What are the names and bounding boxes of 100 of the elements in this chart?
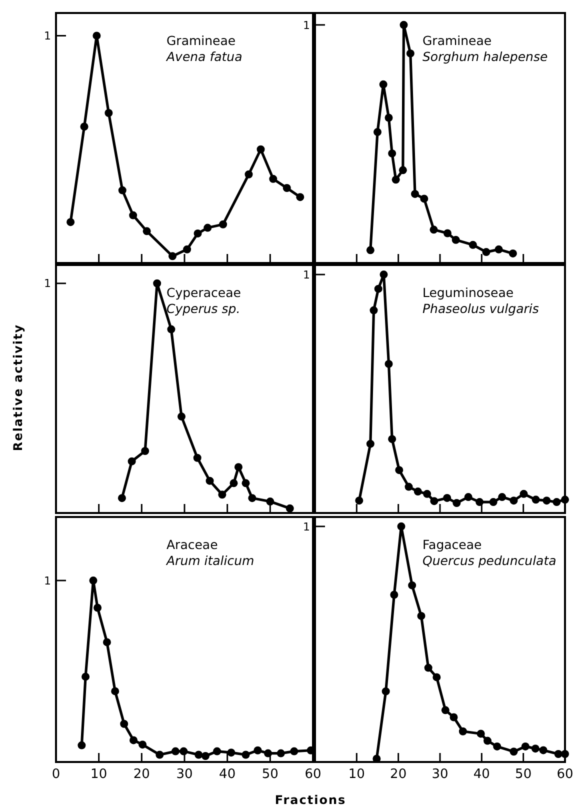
- point: [242, 750, 250, 759]
- point: [423, 490, 432, 498]
- point: [227, 748, 236, 757]
- point: [118, 494, 126, 502]
- point: [388, 435, 396, 444]
- point: [539, 746, 548, 754]
- point: [130, 736, 138, 744]
- point: [129, 211, 138, 220]
- point: [531, 744, 540, 753]
- chart-title: Gramineae: [166, 33, 236, 48]
- point: [266, 498, 274, 506]
- point: [276, 749, 285, 758]
- point: [355, 496, 364, 505]
- point: [379, 80, 388, 88]
- text: Phaseolus vulgaris: [422, 301, 540, 316]
- point: [78, 741, 86, 750]
- point: [443, 494, 452, 502]
- point: [482, 248, 490, 256]
- point: [234, 463, 242, 472]
- point: [89, 576, 98, 585]
- point: [194, 229, 202, 238]
- x-tick-label: 10: [90, 767, 108, 782]
- point: [521, 742, 530, 750]
- point: [138, 740, 147, 749]
- point: [120, 720, 128, 728]
- text: 1: [44, 30, 51, 43]
- point: [450, 713, 458, 722]
- point: [141, 447, 150, 455]
- point: [201, 752, 210, 760]
- point: [406, 49, 414, 58]
- point: [464, 493, 472, 502]
- point: [242, 479, 250, 488]
- point: [489, 498, 498, 506]
- point: [404, 482, 413, 491]
- point: [430, 226, 438, 234]
- point: [508, 249, 517, 258]
- point: [193, 454, 202, 462]
- x-tick-label: 0: [52, 767, 60, 782]
- point: [296, 193, 304, 202]
- point: [510, 496, 518, 505]
- point: [80, 122, 88, 131]
- x-tick-label: 10: [348, 767, 365, 782]
- point: [153, 279, 162, 288]
- point: [111, 687, 120, 696]
- point: [172, 747, 180, 756]
- point: [424, 664, 432, 672]
- point: [180, 747, 188, 756]
- point: [414, 488, 422, 496]
- point: [366, 440, 374, 448]
- point: [256, 145, 265, 154]
- point: [392, 176, 400, 184]
- point: [168, 252, 177, 260]
- point: [374, 128, 382, 136]
- point: [82, 672, 90, 681]
- point: [542, 496, 551, 505]
- point: [420, 194, 428, 203]
- point: [494, 245, 503, 254]
- point: [395, 466, 404, 474]
- text: Sorghum halepense: [422, 49, 548, 64]
- point: [452, 498, 461, 507]
- point: [218, 490, 226, 499]
- x-tick-label: 50: [515, 767, 532, 782]
- point: [366, 246, 374, 254]
- point: [66, 218, 75, 226]
- x-tick-label: 30: [176, 767, 193, 782]
- point: [520, 490, 528, 498]
- chart-title: Araceae: [166, 537, 218, 552]
- point: [561, 496, 569, 504]
- point: [213, 747, 222, 756]
- point: [408, 581, 416, 590]
- point: [128, 457, 136, 466]
- point: [264, 749, 272, 758]
- point: [206, 476, 214, 485]
- point: [384, 114, 393, 122]
- x-tick-label: 40: [219, 767, 236, 782]
- point: [142, 227, 151, 236]
- x-tick-label: 60: [556, 767, 574, 782]
- point: [476, 498, 484, 506]
- point: [397, 522, 406, 530]
- point: [382, 687, 390, 696]
- point: [390, 590, 398, 599]
- point: [432, 673, 441, 682]
- point: [484, 736, 492, 745]
- text: Quercus pedunculata: [422, 553, 556, 568]
- point: [452, 236, 460, 244]
- x-tick-label: 20: [390, 767, 407, 782]
- x-tick-label: 20: [133, 767, 150, 782]
- point: [374, 284, 382, 293]
- point: [384, 360, 393, 368]
- point: [388, 149, 396, 158]
- point: [230, 479, 238, 488]
- point: [441, 706, 450, 714]
- point: [493, 742, 502, 750]
- text: Avena fatua: [166, 49, 242, 64]
- text: Gramineae: [422, 33, 492, 48]
- x-tick-label: 30: [432, 767, 448, 782]
- point: [370, 306, 378, 314]
- point: [183, 245, 192, 254]
- point: [398, 166, 407, 174]
- point: [552, 498, 561, 506]
